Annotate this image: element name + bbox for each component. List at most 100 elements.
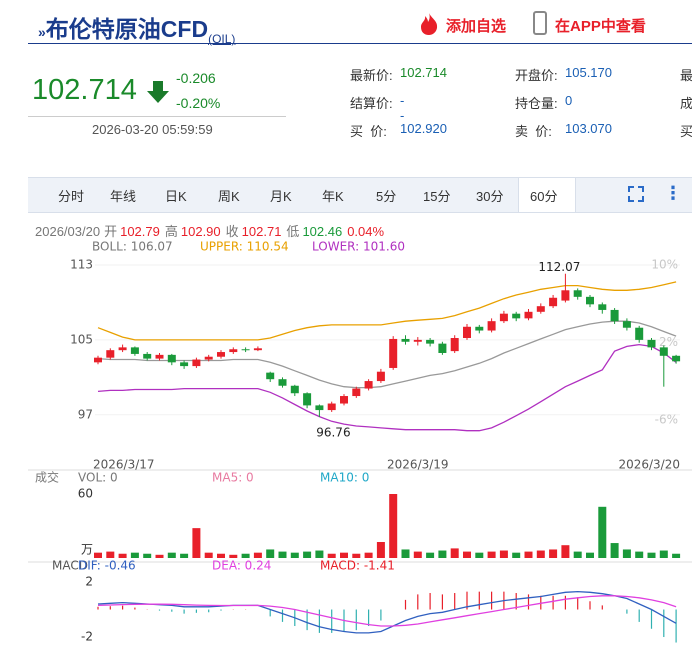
tab[interactable]: 月K (270, 189, 292, 204)
candle-body (143, 353, 152, 359)
candle-body (573, 290, 582, 297)
boll-legend: BOLL: 106.07 (92, 240, 173, 254)
volume-bar (266, 549, 275, 558)
candle-body (413, 339, 422, 342)
volume-bar (155, 554, 164, 558)
candle-body (450, 338, 459, 352)
info-value: 105.170 (565, 65, 612, 80)
candle-body (241, 349, 250, 351)
volume-bar (586, 552, 594, 558)
high-annotation: 112.07 (538, 260, 580, 274)
y-tick-label: 97 (78, 407, 93, 421)
candle-body (524, 311, 533, 319)
y-tick-label: 105 (70, 332, 93, 346)
candle-body (327, 403, 336, 411)
candle-body (167, 354, 176, 363)
candle-body (561, 290, 570, 301)
tab[interactable]: 60分 (530, 189, 558, 204)
change-pct: -0.20% (176, 95, 221, 111)
boll-line (97, 343, 677, 432)
info-label: 开盘价: (515, 68, 558, 83)
volume-bar (475, 552, 484, 558)
y2-tick-label: 10% (651, 257, 678, 271)
volume-bar (315, 550, 324, 558)
tab-bar (28, 177, 692, 213)
info-label: 卖 价: (515, 124, 552, 139)
volume-bar (167, 552, 176, 558)
y-tick-label: -2 (81, 630, 93, 644)
volume-bar (463, 551, 471, 558)
tab[interactable]: 年线 (110, 189, 137, 204)
legend-change: 0.04% (347, 224, 385, 239)
volume-bar (524, 551, 533, 558)
candle-body (536, 306, 545, 312)
candle-body (340, 396, 348, 404)
volume-bar (352, 553, 361, 558)
volume-bar (389, 494, 398, 558)
fullscreen-icon[interactable] (628, 186, 644, 202)
volume-bar (192, 528, 201, 558)
tab[interactable]: 周K (218, 189, 240, 204)
legend-value: 102.71 (241, 224, 282, 239)
info-label: 成 (680, 96, 692, 111)
volume-bar (401, 549, 410, 558)
phone-icon (533, 11, 547, 35)
candle-body (512, 313, 521, 319)
ma-legend: MA5: 0 (212, 471, 254, 485)
tab[interactable]: 年K (322, 189, 344, 204)
price: 102.714 (32, 74, 137, 106)
volume-bar (204, 552, 213, 558)
volume-bar (549, 549, 558, 558)
volume-bar (327, 553, 336, 558)
open-app[interactable]: 在APP中查看 (555, 18, 646, 35)
macd-line (97, 595, 677, 627)
boll-line (97, 320, 677, 389)
volume-bar (659, 550, 668, 558)
volume-bar (635, 551, 644, 558)
candle-body (549, 297, 558, 307)
candle-body (389, 338, 398, 368)
candle-body (475, 326, 484, 331)
legend-label: 开 (104, 224, 118, 239)
volume-bar (487, 551, 496, 558)
tab[interactable]: 日K (165, 189, 187, 204)
volume-bar (94, 552, 102, 558)
volume-bar (499, 550, 508, 558)
legend-label: 收 (225, 224, 239, 239)
x-tick-label: 2026/3/17 (93, 458, 155, 472)
legend-value: 102.90 (180, 224, 221, 239)
legend-label: 高 (164, 224, 178, 239)
volume-bar (376, 542, 385, 558)
tab[interactable]: 分时 (58, 189, 85, 204)
title-text: 布伦特原油CFD (45, 16, 209, 42)
volume-bar (598, 506, 607, 558)
more-icon[interactable]: ⋮ (664, 183, 682, 203)
info-value: 0 (565, 93, 573, 108)
volume-bar (229, 554, 238, 558)
tab[interactable]: 5分 (376, 189, 397, 204)
panel-title: MACD (52, 559, 88, 573)
volume-bar (512, 552, 521, 558)
macd-line (97, 590, 677, 634)
candle-body (118, 347, 127, 351)
info-value: 103.070 (565, 121, 612, 136)
tab[interactable]: 15分 (423, 189, 451, 204)
tab[interactable]: 30分 (476, 189, 504, 204)
volume-bar (573, 551, 582, 558)
boll-legend: LOWER: 101.60 (312, 240, 405, 254)
volume-bar (303, 551, 312, 558)
volume-bar (647, 552, 656, 558)
candle-body (266, 372, 275, 380)
volume-bar (561, 545, 570, 558)
volume-bar (450, 548, 459, 558)
info-label: 最新价: (350, 68, 393, 83)
volume-bar (217, 553, 225, 558)
add-watchlist[interactable]: 添加自选 (446, 18, 507, 35)
y-tick-label: 2 (85, 575, 93, 589)
info-label: 买 价: (350, 124, 387, 139)
y-tick-label: 113 (70, 258, 93, 272)
candle-body (364, 381, 373, 389)
info-value: 102.714 (400, 65, 447, 80)
